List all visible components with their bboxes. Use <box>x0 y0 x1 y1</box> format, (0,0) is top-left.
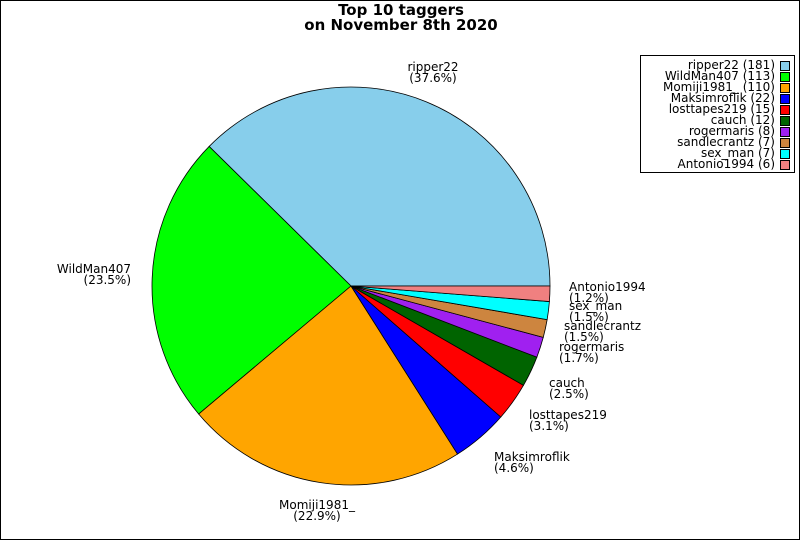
legend-item-momiji1981: Momiji1981_ (110) <box>645 80 790 94</box>
legend-label-sex-man: sex_man (7) <box>701 146 775 160</box>
slice-label-rogermaris: rogermaris (1.7%) <box>559 340 624 365</box>
legend-label-sandlecrantz: sandlecrantz (7) <box>677 135 775 149</box>
legend-swatch-losttapes219 <box>780 104 790 115</box>
chart-title: Top 10 taggers on November 8th 2020 <box>1 3 800 33</box>
legend-swatch-sandlecrantz <box>780 137 790 148</box>
legend-item-sex-man: sex_man (7) <box>645 146 790 160</box>
legend-swatch-maksimroflik <box>780 93 790 104</box>
slice-label-cauch: cauch (2.5%) <box>549 376 589 401</box>
slice-label-sex-man: sex_man (1.5%) <box>569 299 622 324</box>
slice-label-wildman407: WildMan407 (23.5%) <box>57 262 131 287</box>
legend-label-ripper22: ripper22 (181) <box>687 58 775 72</box>
slice-label-ripper22: ripper22 (37.6%) <box>407 60 458 85</box>
slice-label-maksimroflik: Maksimroflik (4.6%) <box>494 450 570 475</box>
legend-label-wildman407: WildMan407 (113) <box>664 69 775 83</box>
legend-item-maksimroflik: Maksimroflik (22) <box>645 91 790 105</box>
legend-item-ripper22: ripper22 (181) <box>645 58 790 72</box>
legend-swatch-momiji1981 <box>780 82 790 93</box>
legend-label-maksimroflik: Maksimroflik (22) <box>670 91 775 105</box>
legend-label-antonio1994: Antonio1994 (6) <box>677 157 776 171</box>
pie-slice-wildman407 <box>151 145 352 415</box>
chart-title-line-2: on November 8th 2020 <box>304 16 498 34</box>
pie-slice-ripper22 <box>208 86 551 287</box>
pie-slice-antonio1994 <box>350 285 551 303</box>
legend-item-losttapes219: losttapes219 (15) <box>645 102 790 116</box>
slice-label-momiji1981: Momiji1981_ (22.9%) <box>279 498 356 523</box>
slice-label-antonio1994: Antonio1994 (1.2%) <box>569 280 646 305</box>
chart-title-line-1: Top 10 taggers <box>338 1 464 19</box>
legend-item-rogermaris: rogermaris (8) <box>645 124 790 138</box>
slice-label-sandlecrantz: sandlecrantz (1.5%) <box>564 319 641 344</box>
chart-legend: ripper22 (181) WildMan407 (113) Momiji1981… <box>640 55 795 173</box>
pie-slice-momiji1981 <box>198 285 459 486</box>
legend-swatch-cauch <box>780 115 790 126</box>
legend-swatch-rogermaris <box>780 126 790 137</box>
legend-label-rogermaris: rogermaris (8) <box>688 124 775 138</box>
slice-label-losttapes219: losttapes219 (3.1%) <box>529 408 607 433</box>
legend-swatch-ripper22 <box>780 60 790 71</box>
legend-item-sandlecrantz: sandlecrantz (7) <box>645 135 790 149</box>
legend-item-wildman407: WildMan407 (113) <box>645 69 790 83</box>
legend-swatch-sex-man <box>780 148 790 159</box>
legend-item-antonio1994: Antonio1994 (6) <box>645 157 790 171</box>
legend-swatch-antonio1994 <box>780 159 790 170</box>
legend-swatch-wildman407 <box>780 71 790 82</box>
legend-label-losttapes219: losttapes219 (15) <box>668 102 775 116</box>
legend-item-cauch: cauch (12) <box>645 113 790 127</box>
legend-label-momiji1981: Momiji1981_ (110) <box>662 80 775 94</box>
legend-label-cauch: cauch (12) <box>710 113 775 127</box>
